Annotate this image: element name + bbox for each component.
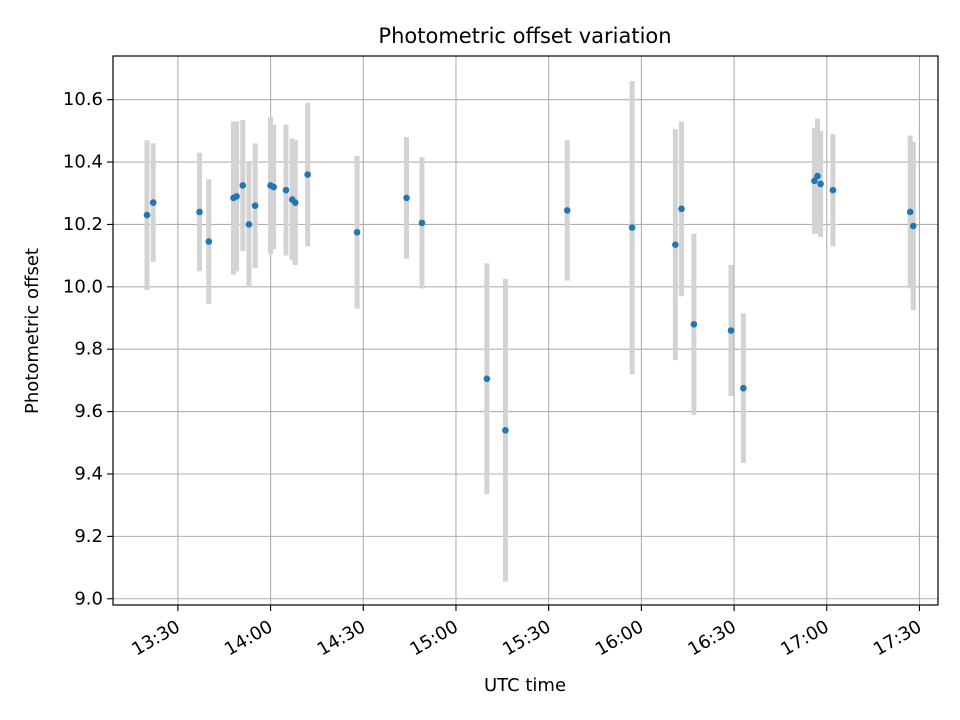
data-point	[690, 320, 698, 328]
data-point	[403, 194, 410, 202]
data-point	[353, 228, 361, 236]
data-point	[563, 207, 571, 214]
data-point	[483, 375, 491, 383]
data-point	[829, 186, 837, 194]
data-point	[740, 384, 747, 392]
data-point	[672, 241, 679, 249]
data-point	[205, 238, 213, 245]
data-point	[196, 208, 203, 216]
data-point	[811, 177, 818, 185]
data-point	[628, 224, 636, 231]
data-point	[251, 202, 259, 210]
data-point	[502, 427, 509, 434]
data-point	[817, 180, 824, 188]
x-axis-title: UTC time	[484, 675, 566, 696]
plot-frame	[112, 55, 939, 606]
y-tick-label: 9.6	[74, 401, 103, 422]
y-tick-label: 9.0	[74, 588, 103, 609]
data-point	[304, 171, 311, 178]
data-point	[245, 221, 253, 228]
data-point	[233, 193, 240, 200]
y-axis-ticks: 9.0 9.2 9.4 9.6 9.8 10.0 10.2 10.4 10.6	[63, 89, 113, 609]
data-point	[270, 183, 277, 191]
y-tick-label: 10.4	[63, 152, 103, 173]
data-point	[292, 199, 299, 206]
data-point	[906, 208, 914, 216]
data-point	[239, 182, 247, 189]
grid-lines	[113, 56, 938, 605]
data-points	[143, 171, 917, 434]
y-tick-label: 9.4	[74, 463, 103, 484]
y-tick-label: 9.8	[74, 339, 103, 360]
data-point	[282, 186, 290, 194]
data-point	[678, 205, 685, 213]
data-point	[727, 327, 735, 334]
data-point	[418, 219, 426, 227]
data-point	[143, 211, 151, 219]
y-tick-label: 10.6	[63, 89, 103, 110]
chart-title: Photometric offset variation	[378, 24, 671, 48]
data-point	[814, 172, 821, 180]
y-axis-title: Photometric offset	[22, 248, 43, 414]
y-tick-label: 10.0	[63, 276, 103, 297]
y-tick-label: 9.2	[74, 526, 103, 547]
data-point	[149, 199, 157, 206]
data-point	[909, 222, 917, 230]
y-tick-label: 10.2	[63, 214, 103, 235]
